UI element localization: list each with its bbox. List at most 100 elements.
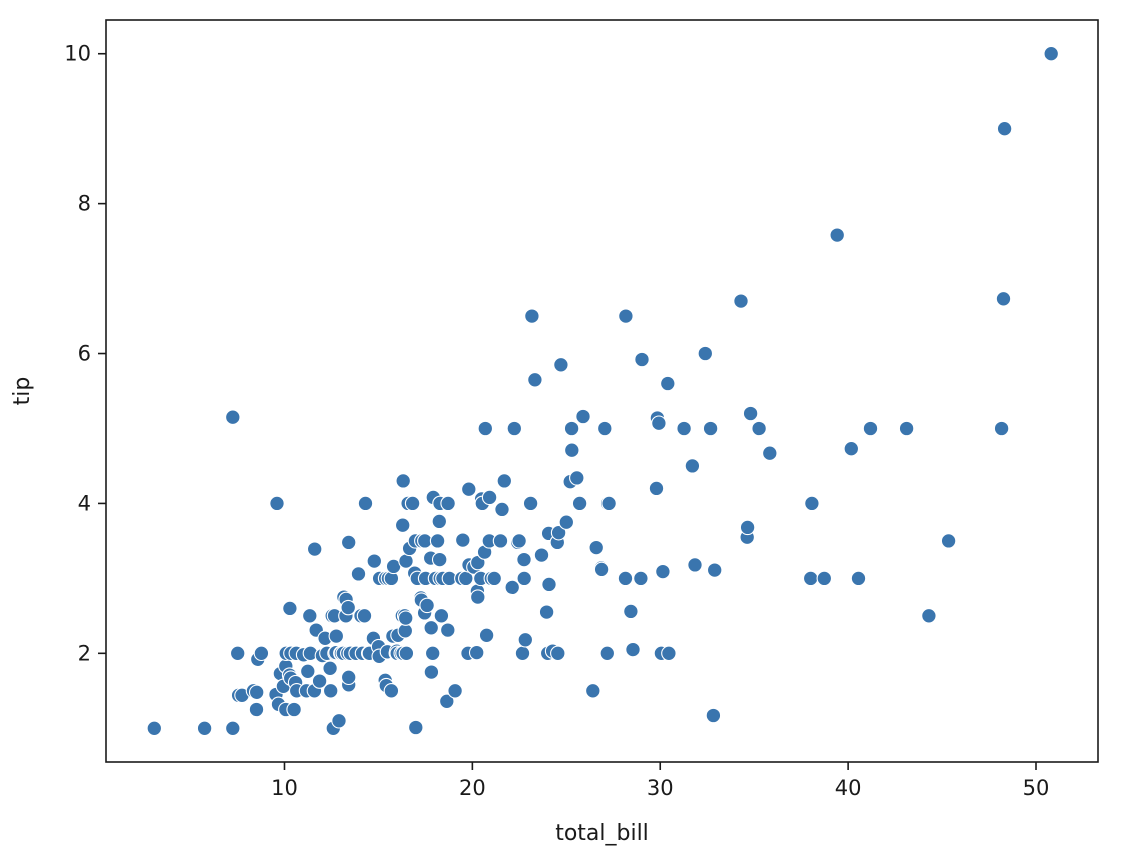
data-point — [705, 707, 722, 724]
data-point — [751, 420, 767, 437]
data-point — [404, 495, 421, 512]
data-point — [558, 514, 575, 530]
x-tick-label: 50 — [1023, 776, 1050, 800]
data-point — [829, 227, 845, 243]
data-point — [599, 645, 616, 662]
data-point — [447, 683, 463, 699]
data-point — [993, 420, 1010, 437]
data-point — [248, 701, 265, 718]
y-tick-label: 10 — [64, 42, 91, 66]
data-point — [504, 579, 520, 596]
data-point — [423, 620, 439, 636]
data-point — [802, 570, 819, 587]
data-point — [468, 644, 485, 661]
data-point — [331, 713, 347, 729]
data-point — [651, 415, 667, 431]
data-point — [269, 495, 285, 512]
data-point — [585, 683, 601, 699]
data-point — [1043, 45, 1059, 62]
data-point — [804, 495, 820, 512]
data-point — [898, 420, 915, 437]
data-point — [850, 570, 867, 587]
data-point — [433, 608, 450, 624]
data-point — [618, 308, 634, 324]
data-point — [593, 561, 610, 578]
data-point — [762, 445, 778, 461]
x-tick-label: 10 — [271, 776, 298, 800]
data-point — [733, 293, 749, 309]
data-point — [522, 495, 539, 512]
data-point — [633, 570, 649, 587]
data-point — [340, 534, 357, 551]
data-point — [492, 533, 509, 549]
data-point — [588, 539, 604, 556]
data-point — [571, 495, 588, 512]
data-point — [311, 673, 328, 689]
data-point — [569, 470, 585, 486]
data-point — [538, 604, 555, 620]
data-point — [328, 628, 345, 644]
data-point — [455, 532, 471, 548]
data-point — [553, 357, 569, 373]
data-point — [481, 489, 498, 506]
data-point — [506, 420, 523, 437]
data-point — [655, 563, 671, 580]
y-tick-label: 4 — [78, 491, 91, 515]
data-point — [398, 645, 415, 662]
data-point — [634, 351, 650, 368]
data-point — [816, 570, 833, 587]
points-layer — [146, 45, 1059, 737]
data-point — [350, 566, 367, 582]
data-point — [225, 409, 241, 425]
data-point — [702, 420, 719, 437]
data-point — [527, 372, 543, 388]
data-point — [524, 308, 540, 324]
data-point — [398, 553, 414, 569]
data-point — [419, 597, 435, 614]
data-point — [563, 420, 580, 437]
data-point — [575, 408, 591, 425]
data-point — [550, 524, 567, 541]
data-point — [408, 719, 424, 736]
x-axis-ticks: 10 20 30 40 50 — [271, 762, 1049, 800]
data-point — [564, 442, 580, 458]
data-point — [478, 627, 495, 644]
data-point — [996, 120, 1013, 137]
data-point — [340, 669, 357, 686]
data-point — [516, 551, 532, 568]
data-point — [229, 645, 246, 662]
data-point — [282, 600, 298, 617]
data-point — [356, 608, 373, 624]
data-point — [461, 481, 477, 497]
data-point — [511, 533, 527, 549]
plot-area — [106, 20, 1098, 762]
data-point — [660, 375, 676, 392]
data-point — [431, 551, 448, 568]
y-axis-ticks: 2 4 6 8 10 — [64, 42, 106, 665]
data-point — [397, 610, 414, 626]
data-point — [395, 473, 411, 489]
data-point — [417, 533, 433, 549]
axes-frame — [105, 19, 1099, 763]
data-point — [470, 589, 486, 605]
data-point — [843, 440, 860, 457]
data-point — [742, 405, 759, 422]
data-point — [494, 501, 510, 518]
data-point — [439, 693, 455, 710]
data-point — [921, 608, 937, 624]
data-point — [248, 684, 265, 701]
data-point — [302, 608, 318, 624]
y-tick-label: 2 — [78, 641, 91, 665]
data-point — [623, 603, 639, 620]
data-point — [357, 495, 374, 512]
data-point — [322, 660, 338, 677]
data-point — [440, 622, 456, 638]
data-point — [440, 495, 456, 512]
data-point — [516, 570, 532, 587]
data-point — [676, 420, 692, 437]
data-point — [225, 720, 241, 737]
data-point — [477, 420, 494, 437]
y-tick-label: 8 — [78, 192, 91, 216]
x-axis-label: total_bill — [555, 821, 649, 846]
data-point — [684, 458, 701, 474]
